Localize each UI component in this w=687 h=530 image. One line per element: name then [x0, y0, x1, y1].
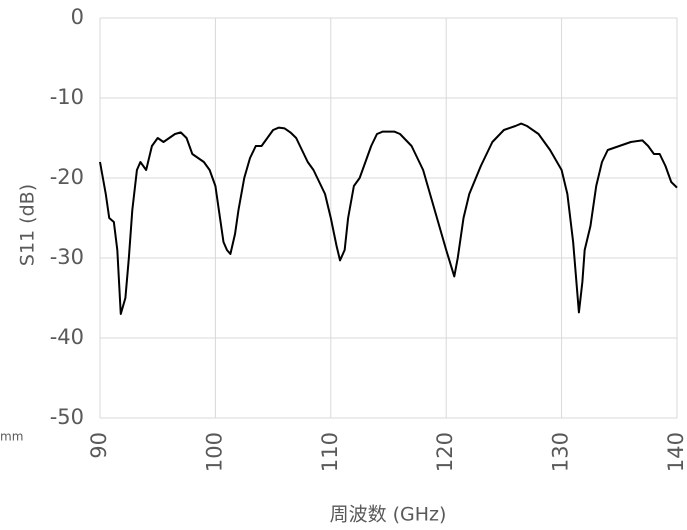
x-tick-label: 110: [318, 432, 342, 472]
y-axis-title: S11 (dB): [17, 184, 39, 266]
x-tick-label: 130: [549, 432, 573, 472]
x-tick-label: 140: [664, 432, 687, 472]
y-tick-label: 0: [71, 5, 84, 29]
y-tick-label: -10: [50, 85, 84, 109]
annotation: mm: [0, 430, 23, 444]
x-tick-label: 90: [87, 432, 111, 459]
y-tick-label: -30: [50, 245, 84, 269]
y-tick-label: -50: [50, 405, 84, 429]
y-tick-label: -20: [50, 165, 84, 189]
x-axis-title: 周波数 (GHz): [330, 504, 447, 526]
x-tick-label: 120: [433, 432, 457, 472]
data-line: [99, 122, 678, 315]
y-tick-label: -40: [50, 325, 84, 349]
x-tick-label: 100: [202, 432, 226, 472]
